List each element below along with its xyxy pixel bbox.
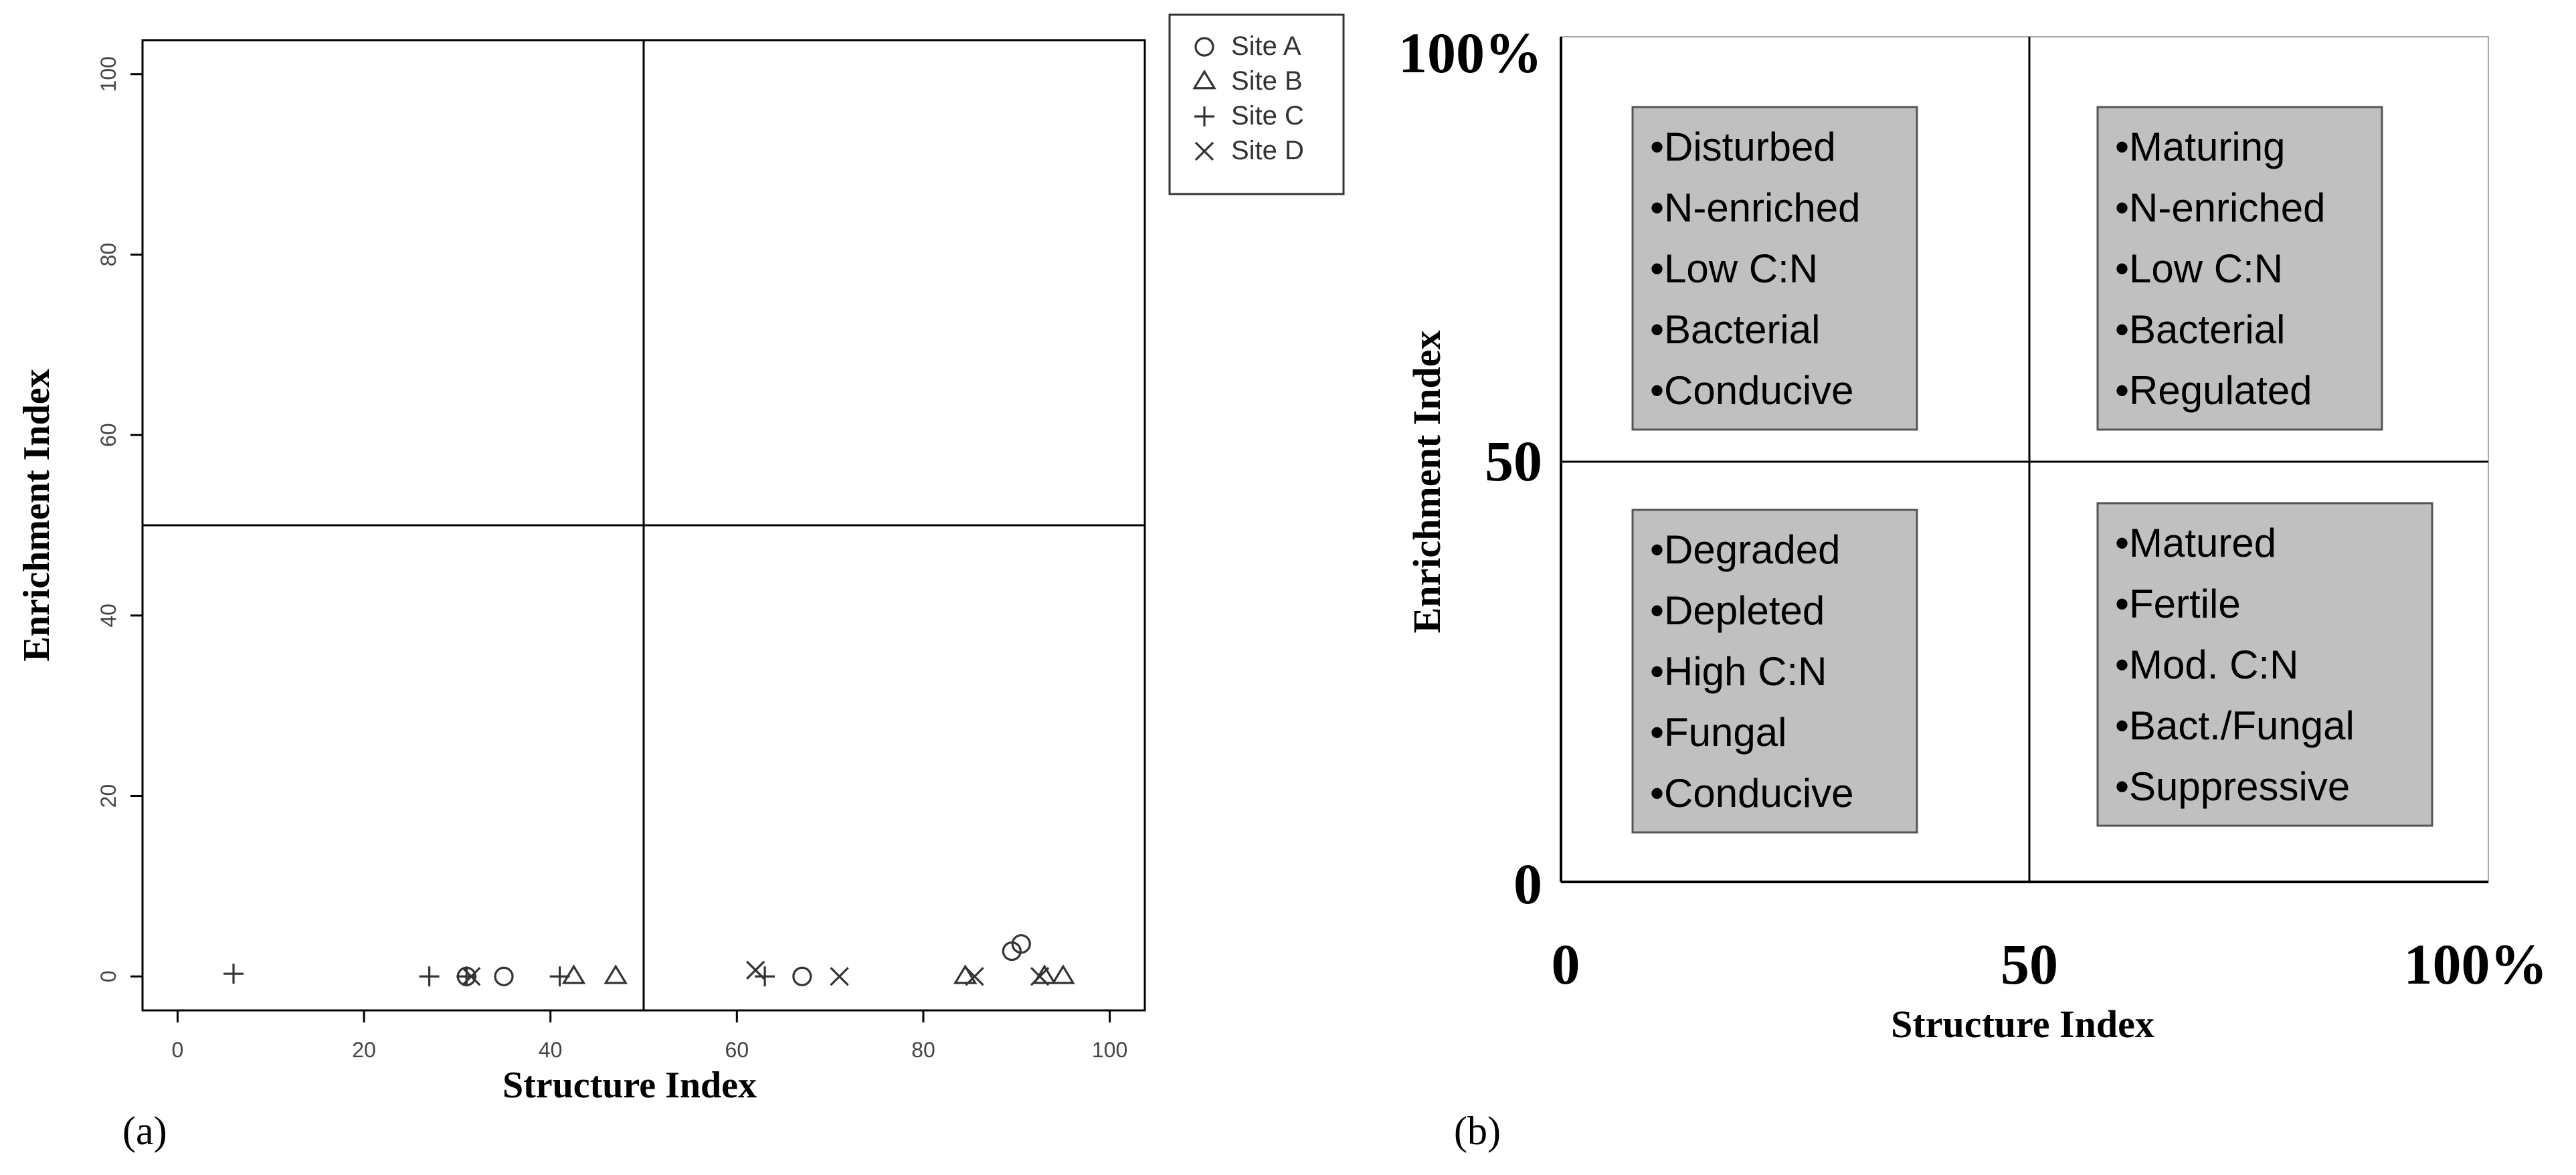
quadrant-item: •N-enriched [2115,185,2325,230]
y-tick-label: 60 [96,423,120,447]
x-axis-ticks: 0 20 40 60 80 100 [172,1010,1127,1062]
y-axis-ticks: 0 20 40 60 80 100 [96,56,143,982]
quadrant-item: •Disturbed [1650,124,1836,169]
quadrant-box-background [1631,106,1918,431]
x-tick-100: 100% [2404,932,2548,996]
y-tick-label: 80 [96,243,120,267]
point-site-c [549,966,570,987]
x-tick-label: 100 [1092,1038,1127,1062]
data-points [223,934,1075,987]
legend-marker-site-c [1194,106,1214,126]
legend-marker-site-b [1192,69,1216,90]
quadrant-item: •Conducive [1650,368,1854,413]
quadrant-item: •Bact./Fungal [2115,703,2355,748]
quadrant-box-top-left: •Disturbed •N-enriched •Low C:N •Bacterial •… [1631,106,1918,431]
quadrant-box-bottom-right: •Matured •Fertile •Mod. C:N •Bact./Fungal •S… [2096,502,2433,827]
panel-label-a: (a) [122,1109,167,1153]
x-tick-label: 0 [172,1038,184,1062]
legend-box [1168,13,1345,195]
quadrant-box-bottom-left: •Degraded •Depleted •High C:N •Fungal •Condu… [1631,509,1918,834]
point-site-a [792,966,812,986]
x-axis-title-b: Structure Index [1891,1002,2154,1046]
quadrant-item: •Matured [2115,521,2276,565]
quadrant-item: •Bacterial [1650,307,1820,352]
point-site-c [223,964,244,984]
quadrant-item: •Low C:N [1650,246,1818,291]
legend-label: Site C [1231,101,1304,130]
quadrant-item: •High C:N [1650,649,1827,694]
x-tick-50: 50 [2001,932,2058,996]
point-site-b [561,964,586,984]
quadrant-box-background [2096,502,2433,827]
quadrant-boxes: •Disturbed•N-enriched•Low C:N•Bacterial•… [1631,106,2433,834]
panel-a-scatter: 0 20 40 60 80 100 0 20 40 60 80 100 Structure Inde… [16,13,1345,1153]
quadrant-item: •Fertile [2115,581,2241,626]
y-tick-label: 0 [96,970,120,982]
y-tick-50: 50 [1485,429,1542,493]
quadrant-item: •Depleted [1650,588,1825,633]
legend-marker-site-a [1194,37,1214,57]
point-site-a [1011,934,1031,954]
point-site-d [746,960,765,980]
point-site-c [456,966,477,987]
panel-b-quadrant-diagram: •Disturbed•N-enriched•Low C:N•Bacterial•… [1398,21,2548,1153]
point-site-d [462,967,481,986]
point-site-c [755,966,775,987]
point-site-c [419,966,440,987]
quadrant-box-top-right: •Maturing •N-enriched •Low C:N •Bacterial •R… [2096,106,2383,431]
quadrant-box-background [1631,509,1918,834]
x-tick-label: 80 [911,1038,935,1062]
y-tick-label: 40 [96,604,120,628]
legend-marker-site-d [1194,141,1214,161]
point-site-d [1030,967,1050,986]
legend-entries: Site A Site B Site C Site D [1192,31,1304,165]
y-tick-label: 20 [96,784,120,808]
quadrant-item: •Suppressive [2115,764,2350,809]
x-tick-label: 60 [725,1038,749,1062]
x-tick-0: 0 [1552,932,1580,996]
x-axis-title: Structure Index [502,1065,757,1106]
quadrant-item: •Mod. C:N [2115,642,2298,687]
quadrant-item: •Regulated [2115,368,2312,413]
point-site-d [965,967,984,986]
quadrant-item: •Bacterial [2115,307,2285,352]
legend: Site A Site B Site C Site D [1168,13,1345,195]
quadrant-item: •Maturing [2115,124,2285,169]
quadrant-item: •N-enriched [1650,185,1860,230]
legend-label: Site B [1231,66,1303,96]
point-site-d [830,967,849,986]
panel-label-b: (b) [1454,1109,1501,1153]
quadrant-box-background [2096,106,2383,431]
x-tick-label: 40 [539,1038,563,1062]
quadrant-item: •Conducive [1650,771,1854,816]
quadrant-item: •Fungal [1650,710,1786,755]
point-site-b [1051,964,1075,984]
x-tick-label: 20 [352,1038,376,1062]
y-axis-title: Enrichment Index [16,369,58,661]
y-axis-title-b: Enrichment Index [1405,331,1449,634]
legend-label: Site A [1231,31,1301,61]
point-site-b [953,964,978,984]
point-site-a [494,966,514,986]
y-tick-0: 0 [1513,852,1542,916]
quadrant-item: •Low C:N [2115,246,2283,291]
y-tick-label: 100 [96,56,120,92]
legend-label: Site D [1231,136,1304,165]
y-tick-100: 100% [1398,21,1542,85]
point-site-b [604,964,628,984]
quadrant-item: •Degraded [1650,527,1841,572]
quadrant-lines [143,40,1145,1010]
